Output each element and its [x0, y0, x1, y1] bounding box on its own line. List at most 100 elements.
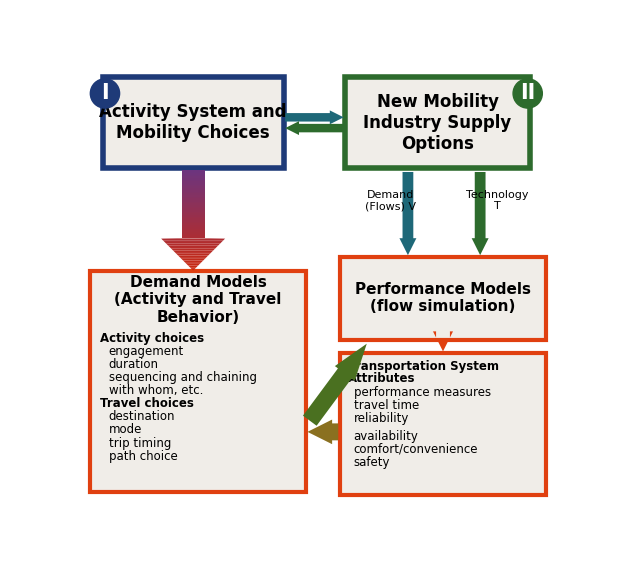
- Polygon shape: [303, 344, 367, 426]
- Polygon shape: [182, 180, 205, 181]
- Polygon shape: [182, 204, 205, 205]
- Text: I: I: [101, 83, 109, 103]
- Polygon shape: [182, 217, 205, 218]
- Polygon shape: [182, 197, 205, 198]
- Polygon shape: [182, 225, 205, 227]
- Polygon shape: [192, 269, 195, 270]
- Text: travel time: travel time: [354, 399, 419, 412]
- Polygon shape: [182, 218, 205, 220]
- Polygon shape: [182, 176, 205, 178]
- Text: availability: availability: [354, 430, 419, 443]
- Polygon shape: [182, 202, 205, 204]
- Polygon shape: [182, 227, 205, 229]
- Polygon shape: [182, 259, 205, 260]
- Polygon shape: [178, 255, 208, 257]
- Text: Demand Models
(Activity and Travel
Behavior): Demand Models (Activity and Travel Behav…: [114, 275, 282, 325]
- Polygon shape: [175, 252, 212, 254]
- Text: Travel choices: Travel choices: [100, 397, 193, 411]
- Circle shape: [90, 79, 120, 108]
- Polygon shape: [188, 265, 198, 267]
- FancyBboxPatch shape: [103, 77, 284, 168]
- Polygon shape: [187, 264, 200, 265]
- Text: reliability: reliability: [354, 412, 409, 425]
- Polygon shape: [285, 121, 344, 135]
- Polygon shape: [182, 200, 205, 202]
- Polygon shape: [182, 220, 205, 222]
- Polygon shape: [182, 215, 205, 217]
- Polygon shape: [182, 234, 205, 235]
- Polygon shape: [182, 173, 205, 175]
- Polygon shape: [182, 235, 205, 237]
- Polygon shape: [182, 190, 205, 192]
- Text: sequencing and chaining: sequencing and chaining: [109, 371, 257, 384]
- Polygon shape: [171, 249, 215, 251]
- Polygon shape: [182, 171, 205, 173]
- Text: Activity System and
Mobility Choices: Activity System and Mobility Choices: [99, 103, 287, 142]
- Circle shape: [513, 79, 542, 108]
- Text: with whom, etc.: with whom, etc.: [109, 384, 203, 397]
- Text: Activity choices: Activity choices: [100, 332, 203, 345]
- Polygon shape: [182, 230, 205, 232]
- Polygon shape: [182, 211, 205, 213]
- Polygon shape: [182, 185, 205, 187]
- Text: path choice: path choice: [109, 450, 178, 463]
- Polygon shape: [182, 181, 205, 183]
- Polygon shape: [185, 262, 202, 264]
- Polygon shape: [182, 210, 205, 211]
- Polygon shape: [308, 420, 338, 444]
- Polygon shape: [182, 195, 205, 197]
- Text: engagement: engagement: [109, 345, 184, 358]
- Text: destination: destination: [109, 411, 175, 424]
- Polygon shape: [182, 187, 205, 188]
- Polygon shape: [182, 175, 205, 176]
- Polygon shape: [163, 240, 223, 242]
- Text: New Mobility
Industry Supply
Options: New Mobility Industry Supply Options: [364, 93, 512, 153]
- Text: Performance Models
(flow simulation): Performance Models (flow simulation): [355, 282, 531, 315]
- Polygon shape: [173, 251, 213, 252]
- Polygon shape: [433, 331, 453, 352]
- Polygon shape: [190, 267, 197, 269]
- Polygon shape: [182, 205, 205, 206]
- Polygon shape: [182, 237, 205, 238]
- FancyBboxPatch shape: [90, 270, 306, 492]
- Polygon shape: [183, 260, 203, 262]
- Polygon shape: [182, 229, 205, 230]
- Polygon shape: [182, 178, 205, 180]
- Polygon shape: [182, 170, 205, 171]
- Text: safety: safety: [354, 456, 390, 469]
- Polygon shape: [166, 244, 220, 246]
- Polygon shape: [182, 206, 205, 208]
- Polygon shape: [180, 257, 207, 259]
- Polygon shape: [182, 208, 205, 210]
- Polygon shape: [182, 222, 205, 223]
- Polygon shape: [161, 239, 225, 240]
- Text: trip timing: trip timing: [109, 437, 171, 450]
- Text: Attributes: Attributes: [348, 372, 415, 385]
- Text: Demand
(Flows) V: Demand (Flows) V: [366, 190, 416, 211]
- Polygon shape: [182, 213, 205, 215]
- FancyBboxPatch shape: [340, 353, 546, 496]
- Text: comfort/convenience: comfort/convenience: [354, 443, 478, 456]
- Polygon shape: [182, 232, 205, 234]
- Text: mode: mode: [109, 424, 142, 437]
- Polygon shape: [399, 172, 416, 255]
- Polygon shape: [182, 192, 205, 193]
- Text: duration: duration: [109, 358, 159, 371]
- Polygon shape: [285, 111, 344, 124]
- Polygon shape: [182, 223, 205, 225]
- Polygon shape: [177, 254, 210, 255]
- Polygon shape: [182, 198, 205, 200]
- Polygon shape: [170, 247, 217, 249]
- Text: Transportation System: Transportation System: [348, 360, 499, 373]
- Text: II: II: [520, 83, 535, 103]
- Polygon shape: [182, 193, 205, 195]
- Text: Technology
T: Technology T: [466, 190, 529, 211]
- Polygon shape: [182, 183, 205, 185]
- Polygon shape: [182, 188, 205, 190]
- FancyBboxPatch shape: [340, 257, 546, 340]
- Polygon shape: [165, 242, 222, 244]
- FancyBboxPatch shape: [345, 77, 530, 168]
- Polygon shape: [168, 246, 218, 247]
- Text: performance measures: performance measures: [354, 386, 491, 399]
- Polygon shape: [472, 172, 489, 255]
